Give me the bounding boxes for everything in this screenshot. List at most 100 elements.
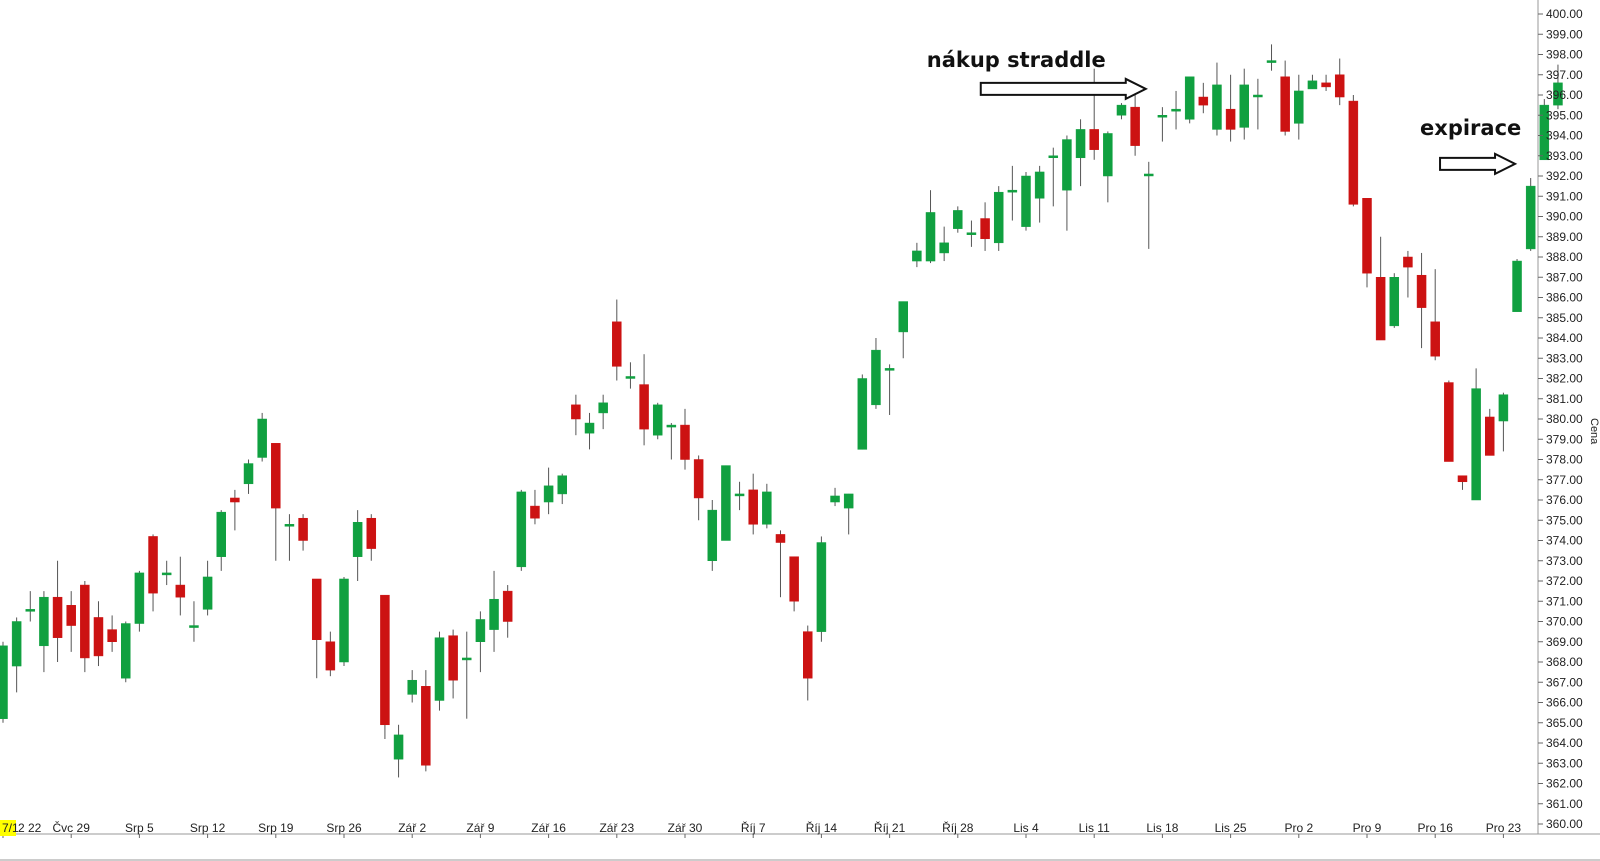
candle-body-up	[475, 619, 486, 642]
candle	[93, 601, 104, 667]
y-tick-label: 395.00	[1546, 108, 1583, 122]
candle-body-down	[52, 596, 63, 638]
candle	[271, 443, 281, 561]
candle	[1430, 269, 1440, 361]
date-axis: 7/1 2 22 Čvc 29 Srp 5 Srp 12 Srp 19 Srp 26 Zář …	[0, 820, 1600, 861]
y-tick-label: 392.00	[1546, 169, 1583, 183]
candle-body-up	[953, 210, 963, 229]
candle-body-up	[1116, 104, 1127, 116]
candle	[530, 489, 540, 525]
candle-body-down	[639, 384, 649, 430]
candle-body-up	[257, 418, 267, 458]
candle	[748, 473, 758, 535]
candle-body-up	[134, 572, 145, 624]
candle-body-up	[966, 232, 977, 235]
candle	[980, 202, 990, 251]
candle-body-down	[148, 536, 158, 594]
candle	[639, 354, 649, 446]
x-tick-label: Čvc 29	[53, 820, 91, 835]
candle-body-down	[1416, 274, 1427, 308]
candle-body-down	[612, 321, 622, 367]
candle-body-up	[1062, 139, 1072, 191]
candle-body-up	[1539, 104, 1550, 161]
candle-body-up	[393, 734, 404, 760]
candle-body-up	[39, 596, 49, 647]
candle	[325, 631, 336, 677]
candle	[52, 560, 63, 662]
y-tick-label: 369.00	[1546, 635, 1583, 649]
candle	[584, 412, 595, 450]
candle	[11, 617, 22, 693]
x-tick-label: Říj 14	[806, 820, 838, 835]
candle-body-up	[407, 679, 417, 695]
candle-body-up	[352, 522, 363, 557]
y-tick-label: 393.00	[1546, 149, 1583, 163]
candle	[571, 394, 581, 436]
candle-body-down	[325, 641, 336, 671]
candle	[1103, 131, 1113, 203]
candle-body-down	[1430, 321, 1440, 357]
x-tick-label: Lis 25	[1215, 821, 1247, 835]
candle	[462, 631, 472, 719]
candle-body-up	[1512, 260, 1522, 312]
candle-body-down	[366, 517, 377, 549]
candle-body-up	[898, 301, 908, 333]
candle	[1375, 236, 1386, 341]
y-tick-label: 398.00	[1546, 48, 1583, 62]
candle-body-up	[489, 598, 499, 630]
candle	[434, 631, 445, 711]
candle	[1171, 90, 1181, 130]
candle-body-up	[216, 511, 226, 557]
y-tick-label: 374.00	[1546, 534, 1583, 548]
x-tick-label-part: 7/1	[2, 821, 19, 835]
candle-body-up	[0, 645, 8, 719]
candle	[311, 578, 322, 679]
y-tick-label: 387.00	[1546, 270, 1583, 284]
candle	[1280, 60, 1290, 136]
candle	[39, 591, 49, 673]
candle-body-up	[202, 576, 213, 610]
candle-body-up	[1525, 185, 1536, 250]
y-tick-label: 389.00	[1546, 230, 1583, 244]
candle-body-up	[543, 485, 554, 503]
candle	[1266, 44, 1277, 71]
candle-body-up	[762, 491, 772, 525]
x-tick-label-highlighted: 7/1 2 22	[0, 820, 42, 836]
candle-body-up	[857, 378, 868, 450]
candle-body-down	[1362, 198, 1372, 274]
candle	[161, 560, 172, 586]
cursor-highlight	[0, 820, 16, 836]
y-tick-label: 394.00	[1546, 129, 1583, 143]
y-tick-label: 386.00	[1546, 291, 1583, 305]
candle	[721, 465, 731, 541]
candle-body-down	[230, 497, 240, 503]
candle-body-up	[939, 242, 949, 254]
candle-body-up	[434, 637, 445, 701]
candle	[707, 500, 718, 571]
candle-body-down	[298, 517, 308, 541]
candle	[516, 489, 527, 571]
candle	[1144, 161, 1154, 249]
candle-body-up	[557, 475, 567, 495]
candle	[1471, 368, 1481, 501]
y-tick-label: 368.00	[1546, 655, 1583, 669]
annotation-arrow-buy-straddle	[979, 77, 1148, 101]
candle	[175, 556, 186, 616]
candle	[107, 615, 117, 652]
candle	[189, 601, 199, 642]
candle-body-up	[584, 422, 595, 434]
y-tick-label: 385.00	[1546, 311, 1583, 325]
candle-body-down	[1321, 82, 1331, 88]
candle	[352, 510, 363, 581]
y-tick-label: 376.00	[1546, 493, 1583, 507]
y-tick-label: 364.00	[1546, 736, 1583, 750]
x-tick-label: Zář 23	[599, 821, 634, 835]
y-tick-label: 373.00	[1546, 554, 1583, 568]
candle-body-up	[598, 402, 608, 414]
candle-body-down	[66, 605, 76, 626]
candle-body-up	[189, 625, 199, 628]
y-axis-label: Cena	[1588, 418, 1600, 445]
y-tick-label: 370.00	[1546, 615, 1583, 629]
candle-body-down	[571, 404, 581, 420]
candle-body-down	[271, 443, 281, 509]
